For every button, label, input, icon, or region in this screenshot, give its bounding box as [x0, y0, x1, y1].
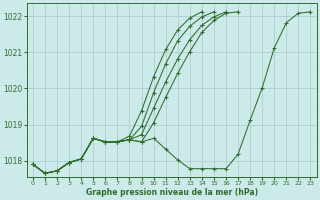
X-axis label: Graphe pression niveau de la mer (hPa): Graphe pression niveau de la mer (hPa)	[86, 188, 258, 197]
